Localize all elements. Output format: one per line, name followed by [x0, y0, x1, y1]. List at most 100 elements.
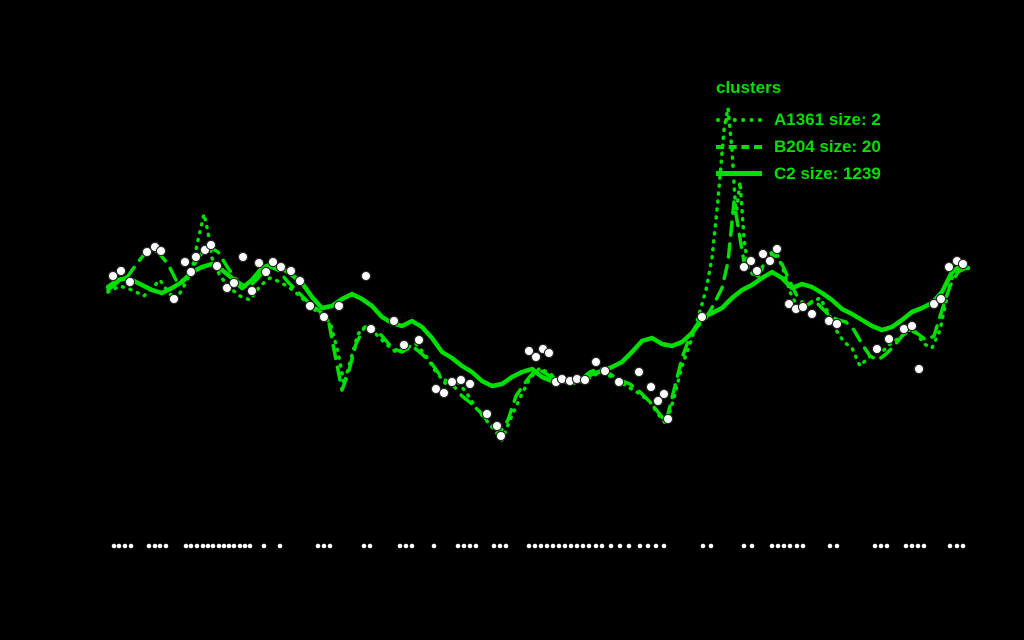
rug-tick: [261, 543, 267, 549]
data-point: [446, 376, 458, 388]
legend-label-c2: C2 size: 1239: [774, 163, 881, 183]
rug-tick: [497, 543, 503, 549]
data-point: [771, 243, 783, 255]
rug-tick: [367, 543, 373, 549]
data-point: [751, 265, 763, 277]
rug-tick: [915, 543, 921, 549]
data-point: [260, 266, 272, 278]
data-point: [285, 265, 297, 277]
rug-tick: [116, 543, 122, 549]
solid-line-icon: [716, 171, 762, 176]
rug-tick: [183, 543, 189, 549]
rug-tick: [580, 543, 586, 549]
legend-label-b204: B204 size: 20: [774, 136, 881, 156]
data-point: [413, 334, 425, 346]
data-point: [237, 251, 249, 263]
data-point: [294, 275, 306, 287]
data-point: [205, 239, 217, 251]
data-point: [543, 347, 555, 359]
dotted-line-icon: [716, 117, 762, 122]
data-point: [275, 261, 287, 273]
data-point: [221, 282, 233, 294]
rug-tick: [769, 543, 775, 549]
rug-tick: [111, 543, 117, 549]
rug-tick: [954, 543, 960, 549]
rug-tick: [163, 543, 169, 549]
rug-tick: [617, 543, 623, 549]
data-point: [253, 257, 265, 269]
data-point: [913, 363, 925, 375]
rug-tick: [872, 543, 878, 549]
rug-tick: [626, 543, 632, 549]
rug-tick: [473, 543, 479, 549]
rug-tick: [921, 543, 927, 549]
legend-item: B204 size: 20: [716, 133, 881, 160]
data-point: [696, 311, 708, 323]
rug-tick: [608, 543, 614, 549]
data-point: [613, 376, 625, 388]
data-point: [438, 387, 450, 399]
data-point: [957, 258, 969, 270]
rug-tick: [544, 543, 550, 549]
rug-tick: [188, 543, 194, 549]
data-point: [935, 293, 947, 305]
rug-tick: [128, 543, 134, 549]
rug-tick: [800, 543, 806, 549]
data-point: [906, 320, 918, 332]
rug-tick: [526, 543, 532, 549]
data-point: [246, 285, 258, 297]
legend-item: C2 size: 1239: [716, 160, 881, 187]
legend-item: A1361 size: 2: [716, 106, 881, 133]
rug-tick: [315, 543, 321, 549]
data-point: [883, 333, 895, 345]
data-point: [228, 277, 240, 289]
rug-tick: [532, 543, 538, 549]
rug-tick: [708, 543, 714, 549]
rug-tick: [397, 543, 403, 549]
rug-tick: [550, 543, 556, 549]
rug-tick: [556, 543, 562, 549]
rug-tick: [231, 543, 237, 549]
rug-tick: [122, 543, 128, 549]
rug-tick: [277, 543, 283, 549]
rug-tick: [599, 543, 605, 549]
rug-tick: [909, 543, 915, 549]
rug-tick: [361, 543, 367, 549]
rug-tick: [947, 543, 953, 549]
rug-tick: [749, 543, 755, 549]
rug-tick: [653, 543, 659, 549]
data-point: [107, 270, 119, 282]
data-point: [491, 420, 503, 432]
rug-tick: [781, 543, 787, 549]
rug-tick: [960, 543, 966, 549]
rug-tick: [574, 543, 580, 549]
rug-tick: [221, 543, 227, 549]
data-point: [633, 366, 645, 378]
rug-tick: [146, 543, 152, 549]
rug-tick: [409, 543, 415, 549]
data-point: [579, 374, 591, 386]
data-point: [530, 351, 542, 363]
data-point: [797, 301, 809, 313]
data-point: [318, 311, 330, 323]
legend-label-a1361: A1361 size: 2: [774, 109, 881, 129]
rug-tick: [226, 543, 232, 549]
rug-tick: [661, 543, 667, 549]
data-point: [871, 343, 883, 355]
data-point: [495, 430, 507, 442]
data-point: [806, 308, 818, 320]
rug-tick: [467, 543, 473, 549]
rug-tick: [455, 543, 461, 549]
series-line-b204: [106, 200, 968, 434]
data-point: [267, 256, 279, 268]
rug-tick: [403, 543, 409, 549]
rug-tick: [637, 543, 643, 549]
series-line-c2: [105, 261, 971, 389]
data-point: [928, 298, 940, 310]
rug-tick: [194, 543, 200, 549]
data-point: [745, 255, 757, 267]
data-point: [365, 323, 377, 335]
data-point: [464, 378, 476, 390]
data-point: [662, 413, 674, 425]
